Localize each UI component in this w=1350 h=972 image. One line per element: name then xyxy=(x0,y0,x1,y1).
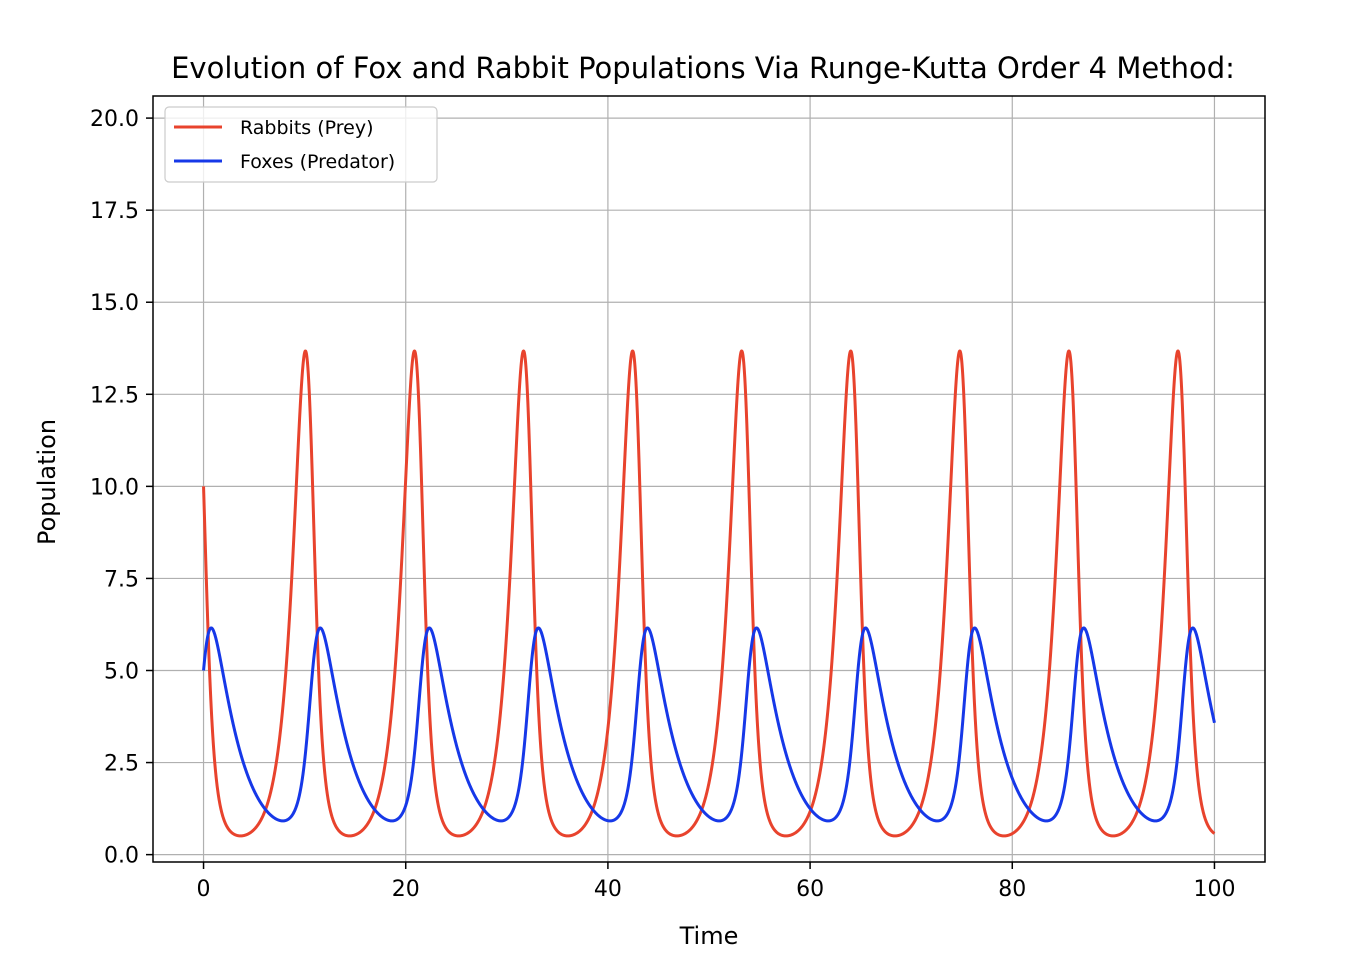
series-line-rabbits xyxy=(202,349,1216,838)
y-axis-label: Population xyxy=(33,419,61,545)
axes-frame xyxy=(152,95,1266,863)
y-tick-label: 15.0 xyxy=(90,291,139,316)
chart-title: Evolution of Fox and Rabbit Populations … xyxy=(171,51,1235,85)
x-tick-label: 0 xyxy=(197,877,211,902)
y-tick-label: 10.0 xyxy=(90,475,139,500)
x-tick-label: 80 xyxy=(998,877,1026,902)
plot-area xyxy=(202,349,1216,838)
y-tick-label: 5.0 xyxy=(104,660,139,685)
legend-box xyxy=(164,106,438,183)
y-tick-label: 12.5 xyxy=(90,383,139,408)
legend-label-foxes: Foxes (Predator) xyxy=(240,151,395,173)
legend-label-rabbits: Rabbits (Prey) xyxy=(240,117,374,139)
series-line-foxes xyxy=(202,626,1216,823)
x-tick-label: 20 xyxy=(392,877,420,902)
y-tick-label: 20.0 xyxy=(90,107,139,132)
y-tick-label: 17.5 xyxy=(90,199,139,224)
y-axis-ticks: 0.0 2.5 5.0 7.5 10.0 12.5 15.0 17.5 20.0 xyxy=(90,107,153,869)
y-tick-label: 0.0 xyxy=(104,844,139,869)
x-tick-label: 40 xyxy=(594,877,622,902)
legend: Rabbits (Prey) Foxes (Predator) xyxy=(164,106,438,183)
y-tick-label: 2.5 xyxy=(104,752,139,777)
x-axis-label: Time xyxy=(679,922,739,950)
x-tick-label: 60 xyxy=(796,877,824,902)
x-axis-ticks: 0 20 40 60 80 100 xyxy=(197,862,1235,902)
y-tick-label: 7.5 xyxy=(104,567,139,592)
x-tick-label: 100 xyxy=(1193,877,1235,902)
